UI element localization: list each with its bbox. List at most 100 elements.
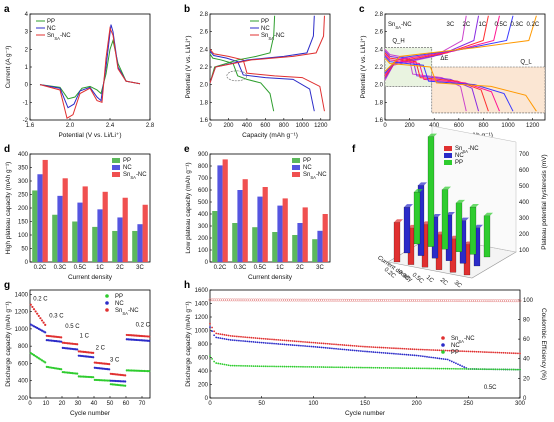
x-tick-label: 2C [116, 265, 124, 271]
x-tick-label: 0 [383, 123, 387, 129]
data-point [117, 383, 120, 387]
bar [217, 165, 223, 262]
data-point [29, 303, 32, 306]
data-point [92, 376, 95, 379]
data-point [310, 341, 313, 344]
data-point [225, 338, 228, 341]
data-point [122, 384, 125, 387]
y-axis-label: Current (A g⁻¹) [5, 46, 12, 89]
data-point [353, 344, 356, 347]
legend-label: PP [115, 294, 123, 300]
data-point [285, 365, 288, 368]
data-point [318, 366, 321, 368]
data-point [477, 350, 480, 353]
y-tick-label: 300 [18, 179, 29, 185]
data-point [283, 365, 286, 368]
data-point [438, 357, 441, 360]
data-point [47, 334, 50, 338]
data-point [388, 298, 392, 302]
data-point [240, 339, 242, 342]
data-point [332, 298, 336, 302]
panel-f: f 100 200 300 400 500 600 700 Plateau potential … [352, 125, 548, 290]
data-point [455, 367, 457, 370]
data-point [143, 339, 146, 342]
data-point [388, 347, 391, 349]
bar [132, 230, 138, 262]
legend-marker [105, 301, 109, 305]
data-point [130, 369, 133, 372]
data-point [37, 314, 40, 318]
panel-g: g Cycle number Discharge capacity (mAh g⁻¹… [4, 280, 151, 417]
data-point [233, 335, 236, 338]
data-point [342, 298, 346, 302]
y-axis-label: Discharge capacity (mAh g⁻¹) [5, 301, 12, 386]
data-point [473, 368, 476, 370]
y-tick-label: 1000 [15, 327, 29, 333]
data-point [235, 335, 238, 338]
data-point [434, 349, 437, 352]
panel-letter: f [352, 144, 356, 155]
data-point [357, 366, 360, 369]
bar-3d-top [394, 219, 403, 223]
data-point [461, 367, 464, 370]
data-point [108, 379, 111, 382]
data-point [275, 365, 278, 368]
data-point [314, 341, 317, 344]
data-point [273, 365, 275, 368]
data-point [287, 365, 290, 368]
data-point [101, 362, 104, 365]
y-tick-label: 2.2 [200, 65, 209, 71]
data-point [444, 349, 447, 352]
data-point [233, 339, 236, 342]
y-tick-label: 1200 [195, 315, 209, 321]
data-point [269, 365, 271, 368]
data-point [61, 370, 64, 374]
data-point [446, 358, 449, 361]
data-point [388, 367, 391, 369]
data-point [122, 374, 125, 377]
data-point [278, 298, 282, 302]
data-point [281, 339, 284, 342]
data-point [374, 366, 377, 369]
data-point [95, 361, 98, 364]
data-point [120, 380, 124, 383]
x-tick-label: 1C [425, 275, 435, 285]
x-tick-label: 600 [260, 123, 271, 129]
data-point [238, 364, 240, 367]
data-point [287, 298, 290, 302]
data-point [124, 384, 127, 387]
data-point [510, 352, 513, 355]
data-point [275, 342, 278, 345]
data-point [322, 342, 325, 345]
data-point [502, 351, 505, 354]
y-tick-label: 3 [25, 30, 29, 36]
data-point [504, 368, 507, 371]
data-point [223, 333, 226, 336]
data-point [47, 339, 50, 342]
data-point [258, 298, 261, 302]
data-point [326, 347, 329, 349]
data-point [229, 298, 233, 302]
data-point [66, 371, 69, 374]
data-point [125, 369, 128, 372]
ql-label: Q_L [520, 59, 532, 65]
legend-swatch [112, 172, 120, 177]
data-point [494, 368, 497, 371]
data-point [136, 338, 140, 342]
data-point [467, 368, 470, 370]
panel-letter: d [4, 144, 10, 155]
data-point [335, 347, 337, 350]
data-point [310, 366, 313, 368]
data-point [324, 366, 327, 369]
data-point [450, 367, 453, 370]
data-point [238, 339, 240, 342]
data-point [490, 368, 492, 371]
data-point [455, 350, 457, 352]
data-point [316, 342, 319, 344]
data-point [312, 366, 315, 368]
x-axis-label: Cycle number [345, 410, 386, 417]
plot-frame [29, 289, 151, 399]
data-point [128, 369, 132, 372]
data-point [275, 338, 278, 341]
x-tick-label: 10 [43, 401, 50, 407]
